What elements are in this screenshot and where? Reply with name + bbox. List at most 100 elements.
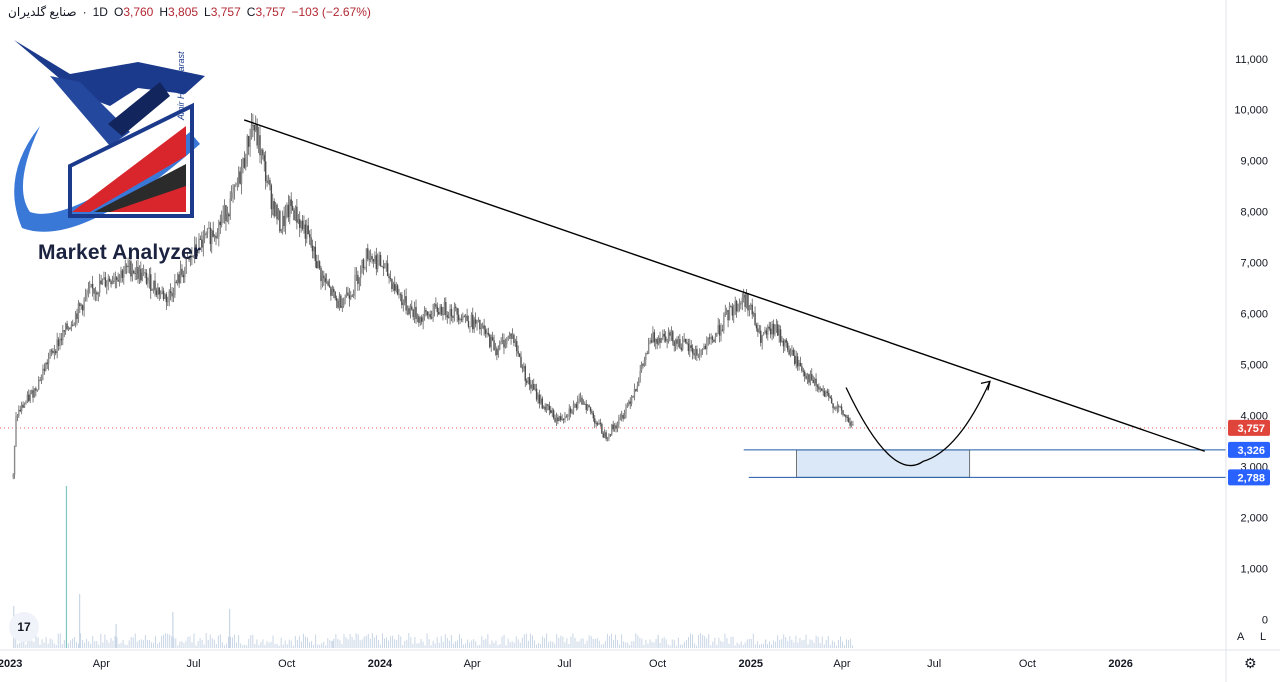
demand-zone-layer	[743, 449, 1226, 478]
candle-body	[578, 398, 580, 401]
volume-bar	[781, 639, 783, 648]
volume-bar	[384, 638, 386, 648]
x-tick-label: Apr	[464, 658, 481, 670]
volume-bar	[412, 643, 414, 648]
candle-body	[113, 280, 115, 282]
candle-body	[711, 336, 714, 340]
volume-bar	[803, 639, 805, 648]
candle-body	[697, 355, 700, 357]
candle-body	[276, 204, 278, 220]
candle-body	[501, 339, 504, 341]
symbol-legend[interactable]: صنایع گلدیران · 1D O3,760 H3,805 L3,757 …	[8, 5, 371, 19]
candle-body	[23, 404, 26, 408]
candle-body	[847, 417, 850, 422]
candle-body	[194, 244, 196, 256]
volume-bar	[373, 637, 375, 648]
volume-bar	[428, 639, 430, 648]
candle-body	[520, 356, 522, 368]
volume-bar	[55, 645, 57, 648]
volume-bar	[430, 645, 432, 648]
volume-bar	[302, 633, 304, 648]
candle-body	[760, 330, 762, 343]
volume-bar	[339, 640, 341, 648]
candle-body	[476, 320, 478, 324]
candle-body	[486, 332, 488, 334]
candle-body	[38, 379, 40, 390]
volume-bar	[379, 644, 381, 648]
candle-body	[125, 265, 128, 267]
volume-bar	[740, 641, 742, 648]
candle-body	[714, 336, 717, 342]
volume-bar	[736, 642, 738, 648]
volume-bar	[533, 640, 535, 648]
candle-body	[462, 316, 464, 321]
x-tick-label: Jul	[927, 658, 941, 670]
volume-bar	[582, 638, 584, 648]
settings-gear-icon[interactable]: ⚙	[1244, 655, 1257, 671]
candle-body	[530, 384, 532, 389]
candle-body	[185, 258, 187, 269]
volume-bar	[424, 645, 426, 648]
volume-bar	[142, 640, 144, 648]
candle-body	[507, 335, 509, 338]
symbol-name[interactable]: صنایع گلدیران	[8, 5, 77, 19]
auto-scale-toggle[interactable]: A	[1237, 631, 1245, 643]
candle-body	[779, 329, 782, 343]
volume-bar	[548, 642, 550, 648]
candle-body	[352, 291, 355, 296]
volume-bar	[209, 634, 211, 648]
candle-body	[242, 158, 244, 169]
volume-bar	[108, 642, 110, 648]
candle-body	[640, 363, 643, 372]
candle-body	[747, 293, 749, 311]
candle-body	[350, 295, 352, 299]
volume-bar	[408, 633, 410, 648]
volume-bar	[331, 640, 333, 648]
volume-bar	[667, 644, 669, 648]
volume-bar	[315, 634, 317, 648]
candle-body	[53, 351, 56, 353]
log-scale-toggle[interactable]: L	[1260, 631, 1267, 643]
volume-bar	[456, 640, 458, 648]
volume-bar	[359, 640, 361, 648]
volume-bar	[649, 639, 651, 648]
candle-body	[182, 274, 185, 278]
volume-bar	[228, 609, 231, 648]
volume-bar	[726, 638, 728, 648]
volume-bars	[13, 486, 854, 648]
volume-bar	[115, 624, 117, 648]
volume-bar	[787, 641, 789, 648]
volume-bar	[762, 643, 764, 648]
volume-bar	[744, 642, 746, 648]
candle-body	[842, 410, 844, 415]
tradingview-logo[interactable]: 17	[9, 612, 39, 642]
candle-body	[192, 255, 195, 258]
candle-body	[206, 228, 209, 234]
volume-bar	[116, 637, 118, 648]
volume-bar	[677, 637, 679, 648]
candle-body	[662, 333, 664, 339]
candle-body	[372, 259, 375, 262]
candle-body	[114, 277, 117, 281]
volume-bar	[604, 640, 606, 648]
y-tick-label: 11,000	[1235, 54, 1268, 66]
volume-bar	[59, 633, 61, 648]
volume-bar	[746, 639, 748, 648]
candle-body	[616, 424, 619, 429]
volume-bar	[300, 641, 302, 648]
candle-body	[74, 313, 77, 324]
candle-body	[818, 386, 820, 390]
volume-bar	[313, 644, 315, 648]
candle-body	[106, 283, 108, 287]
interval-label[interactable]: 1D	[92, 5, 108, 19]
candle-body	[731, 306, 734, 316]
candle-body	[805, 376, 807, 379]
candle-body	[67, 328, 70, 330]
volume-bar	[483, 639, 485, 648]
volume-bar	[248, 638, 250, 648]
candle-body	[630, 396, 633, 404]
candle-body	[124, 265, 126, 274]
candle-body	[289, 199, 291, 218]
candle-body	[589, 407, 592, 412]
